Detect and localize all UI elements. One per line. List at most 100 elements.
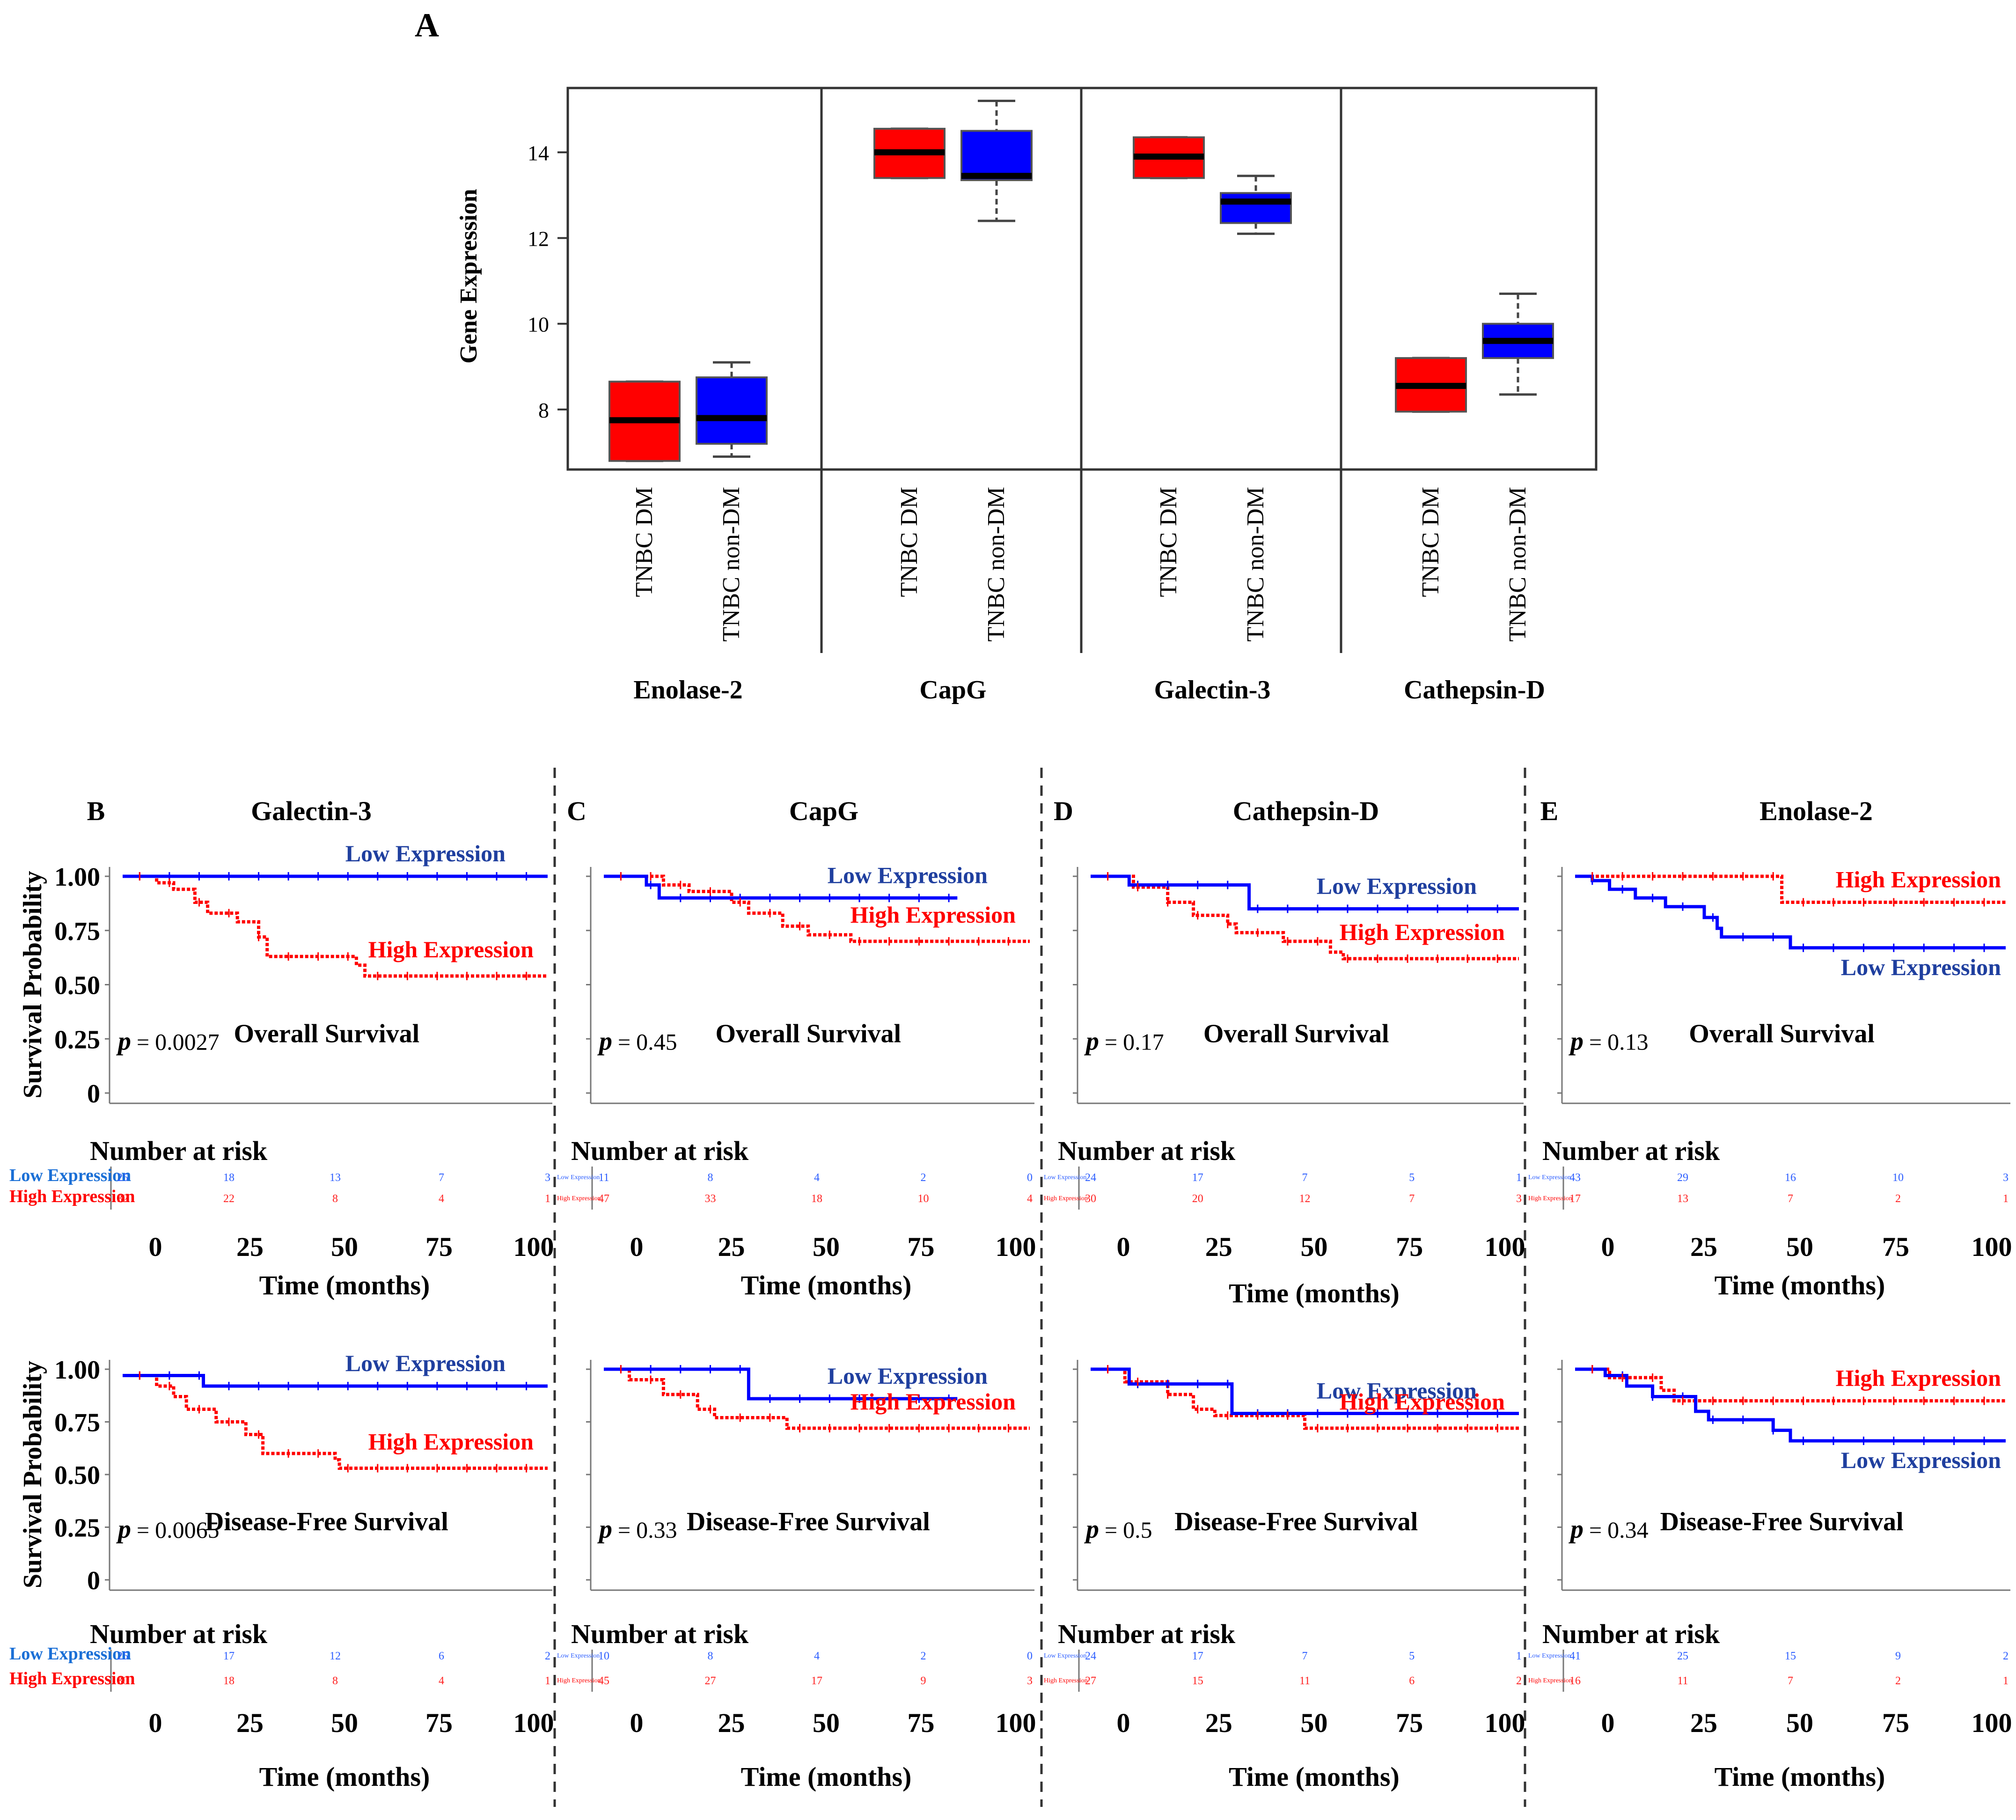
- y-tick-label: 0.50: [54, 1461, 100, 1490]
- legend-high-expression: High Expression: [1836, 1365, 2001, 1391]
- legend-low-expression: Low Expression: [828, 862, 988, 888]
- x-tick-label: 0: [1117, 1232, 1130, 1262]
- panel-title: Cathepsin-D: [1233, 796, 1379, 826]
- risk-count-high: 1: [545, 1675, 550, 1687]
- risk-count-low: 8: [708, 1172, 713, 1184]
- x-tick-label: 25: [236, 1708, 264, 1738]
- risk-count-low: 9: [1895, 1650, 1901, 1662]
- y-tick-label: 0.75: [54, 917, 100, 946]
- y-tick-label: 0.25: [54, 1514, 100, 1543]
- km-plot-dfs-0: [105, 1360, 552, 1692]
- risk-table-title: Number at risk: [571, 1136, 749, 1166]
- risk-count-low: 17: [223, 1650, 235, 1662]
- x-tick-label: 0: [630, 1708, 644, 1738]
- endpoint-label: Disease-Free Survival: [1660, 1507, 1904, 1536]
- endpoint-label: Overall Survival: [234, 1019, 420, 1048]
- y-axis-label: Gene Expression: [455, 189, 482, 363]
- x-tick-label: 0: [1601, 1708, 1615, 1738]
- risk-count-high: 8: [332, 1193, 338, 1205]
- risk-count-high: 11: [1677, 1675, 1688, 1687]
- x-tick-label: 100: [1972, 1708, 2012, 1738]
- risk-count-low: 0: [1027, 1650, 1033, 1662]
- p-symbol: p: [116, 1027, 131, 1056]
- p-value: p = 0.0065: [116, 1515, 220, 1544]
- p-symbol: p: [597, 1027, 612, 1056]
- x-axis-label: Time (months): [1229, 1278, 1400, 1308]
- km-plot-dfs-2: [1073, 1360, 1524, 1692]
- risk-count-high: 17: [811, 1675, 822, 1687]
- risk-count-low: 11: [598, 1172, 609, 1184]
- risk-count-low: 24: [1085, 1650, 1096, 1662]
- p-symbol: p: [597, 1515, 612, 1544]
- p-value-number: 0.5: [1123, 1517, 1152, 1543]
- risk-count-high: 13: [1677, 1193, 1688, 1205]
- legend-low-expression: Low Expression: [1841, 954, 2001, 980]
- p-equals: =: [131, 1030, 155, 1055]
- risk-count-low: 5: [1409, 1650, 1415, 1662]
- x-tick-label: 75: [908, 1232, 935, 1262]
- risk-count-high: 18: [223, 1675, 235, 1687]
- x-tick-label: 75: [1882, 1708, 1909, 1738]
- x-tick-label: 75: [425, 1708, 453, 1738]
- risk-count-high: 30: [117, 1675, 128, 1687]
- risk-count-high: 7: [1788, 1193, 1793, 1205]
- x-tick-label: 75: [425, 1232, 453, 1262]
- risk-row-label-high: High Expression: [1044, 1677, 1088, 1684]
- panel-letter: E: [1540, 796, 1559, 826]
- x-tick-label: 100: [513, 1708, 554, 1738]
- x-tick-label: 50: [331, 1708, 358, 1738]
- x-tick-label: 100: [1485, 1708, 1525, 1738]
- p-value: p = 0.13: [1569, 1027, 1649, 1056]
- p-value: p = 0.0027: [116, 1027, 220, 1056]
- x-axis-label: Time (months): [1715, 1761, 1885, 1792]
- risk-count-high: 20: [1192, 1193, 1203, 1205]
- x-tick-label: 25: [236, 1232, 264, 1262]
- curve-high-expression: [604, 1367, 1030, 1430]
- group-label: Enolase-2: [633, 675, 742, 705]
- x-tick-label: 50: [1786, 1708, 1813, 1738]
- risk-count-high: 12: [1299, 1193, 1311, 1205]
- endpoint-label: Disease-Free Survival: [687, 1507, 930, 1536]
- risk-count-high: 11: [1299, 1675, 1310, 1687]
- legend-high-expression: High Expression: [850, 1388, 1016, 1415]
- risk-count-low: 1: [1516, 1650, 1522, 1662]
- risk-count-low: 25: [1677, 1650, 1688, 1662]
- p-symbol: p: [1569, 1515, 1583, 1544]
- x-tick-label: 25: [1205, 1708, 1232, 1738]
- risk-count-high: 3: [1516, 1193, 1522, 1205]
- x-axis-label: Time (months): [259, 1761, 430, 1792]
- risk-count-high: 9: [921, 1675, 926, 1687]
- risk-count-low: 29: [1677, 1172, 1688, 1184]
- risk-count-low: 17: [1192, 1650, 1203, 1662]
- risk-count-high: 2: [1895, 1675, 1901, 1687]
- risk-count-low: 43: [1569, 1172, 1581, 1184]
- x-tick-label: 75: [1882, 1232, 1909, 1262]
- risk-count-low: 25: [117, 1172, 128, 1184]
- x-tick-label: 25: [1690, 1708, 1717, 1738]
- risk-table-title: Number at risk: [90, 1136, 268, 1166]
- risk-count-high: 1: [545, 1193, 550, 1205]
- risk-table-title: Number at risk: [1058, 1136, 1236, 1166]
- p-symbol: p: [1084, 1515, 1099, 1544]
- risk-row-label-low: Low Expression: [1044, 1174, 1086, 1181]
- endpoint-label: Overall Survival: [1689, 1019, 1875, 1048]
- risk-count-low: 2: [921, 1650, 926, 1662]
- curve-high-expression: [123, 874, 548, 978]
- group-label: Cathepsin-D: [1404, 675, 1545, 705]
- y-tick-label: 1.00: [54, 863, 100, 892]
- risk-count-low: 17: [1192, 1172, 1203, 1184]
- risk-count-high: 27: [1085, 1675, 1096, 1687]
- risk-table-title: Number at risk: [1542, 1136, 1720, 1166]
- p-value: p = 0.45: [597, 1027, 677, 1056]
- x-category-label: TNBC DM: [1155, 487, 1182, 597]
- x-tick-label: 50: [1301, 1708, 1328, 1738]
- legend-high-expression: High Expression: [850, 902, 1016, 928]
- curve-high-expression: [1575, 1367, 2006, 1402]
- x-tick-label: 50: [331, 1232, 358, 1262]
- risk-count-high: 22: [223, 1193, 235, 1205]
- risk-count-high: 10: [918, 1193, 929, 1205]
- p-value: p = 0.17: [1084, 1027, 1164, 1056]
- risk-count-low: 8: [708, 1650, 713, 1662]
- p-equals: =: [1583, 1030, 1607, 1055]
- x-category-label: TNBC non-DM: [1504, 487, 1531, 642]
